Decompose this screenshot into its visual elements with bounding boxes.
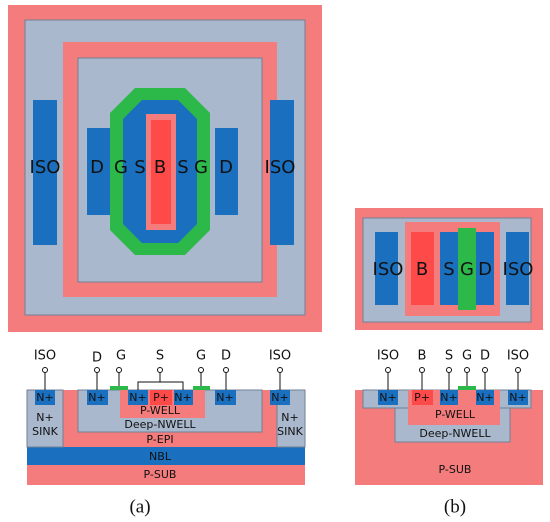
terminal-label: D (221, 349, 231, 364)
diffusion-label: N+ (271, 391, 288, 404)
terminal-label: ISO (507, 349, 529, 364)
layout-label: D (90, 157, 104, 178)
diffusion-label: P+ (153, 391, 169, 404)
diffusion-label: N+ (36, 391, 53, 404)
diffusion-label: N+ (129, 391, 146, 404)
terminal-label: G (116, 349, 126, 364)
layout-label: ISO (373, 259, 404, 280)
region-label: P-SUB (144, 468, 177, 481)
region-label: P-WELL (435, 408, 476, 421)
region-label: P-WELL (140, 404, 181, 417)
layout-label: S (177, 157, 188, 178)
layout-label: ISO (265, 157, 296, 178)
terminal-label: S (156, 349, 164, 364)
layout-label: D (219, 157, 233, 178)
terminal-label: ISO (377, 349, 399, 364)
terminal-label: D (92, 351, 102, 366)
diffusion-label: N+ (476, 391, 493, 404)
layout-label: G (194, 157, 208, 178)
diffusion-label: N+ (440, 391, 457, 404)
sink-label: N+ (36, 411, 53, 424)
gate (193, 386, 210, 390)
terminal-label: S (445, 349, 453, 364)
gate (458, 386, 476, 390)
diffusion-label: N+ (216, 391, 233, 404)
layout-label: D (478, 259, 492, 280)
layout-label: B (154, 157, 166, 178)
layout-label: ISO (30, 157, 61, 178)
caption: (b) (444, 496, 466, 517)
terminal-label: D (480, 349, 490, 364)
diffusion-label: P+ (414, 391, 430, 404)
region-label: P-SUB (439, 463, 472, 476)
terminal-label: G (196, 349, 206, 364)
region-label: NBL (149, 450, 172, 463)
sink-label: N+ (281, 411, 298, 424)
layout-label: ISO (503, 259, 534, 280)
layout-label: G (460, 259, 474, 280)
terminal-label: ISO (269, 349, 291, 364)
sink-label: SINK (277, 425, 303, 438)
region-label: Deep-NWELL (419, 427, 491, 440)
terminal-label: B (418, 349, 427, 364)
layout-label: G (114, 157, 128, 178)
terminal-label: G (462, 349, 472, 364)
gate (110, 386, 128, 390)
layout-label: S (134, 157, 145, 178)
region-label: P-EPI (146, 433, 173, 446)
region-label: Deep-NWELL (124, 418, 196, 431)
terminals (386, 368, 521, 391)
terminals (43, 368, 283, 391)
layout-label: B (416, 259, 428, 280)
sink-label: SINK (32, 425, 58, 438)
diffusion-label: N+ (174, 391, 191, 404)
caption: (a) (129, 496, 150, 517)
figure: P-WELL Deep-NWELL P-EPI NBL P-SUB N+ SIN… (0, 0, 550, 522)
diffusion-label: N+ (379, 391, 396, 404)
diffusion-label: N+ (509, 391, 526, 404)
layout-label: S (443, 259, 454, 280)
terminal-label: ISO (34, 349, 56, 364)
diffusion-label: N+ (88, 391, 105, 404)
